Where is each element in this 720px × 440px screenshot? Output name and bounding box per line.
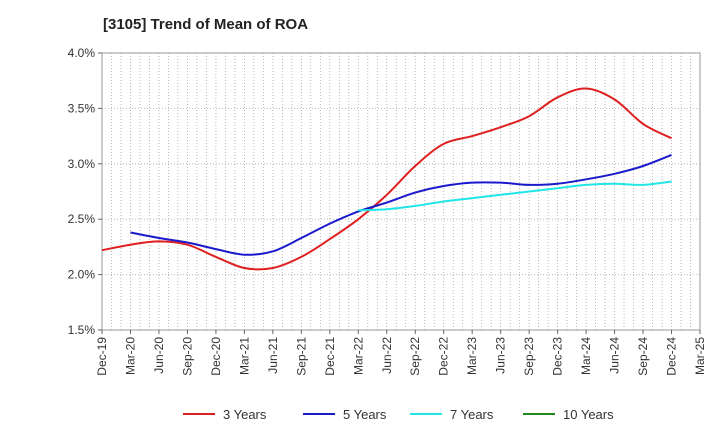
x-tick-label: Sep-20 [180,337,194,376]
legend-label-7-years: 7 Years [450,407,494,422]
x-tick-label: Jun-20 [152,337,166,374]
x-tick-label: Mar-20 [123,337,137,375]
x-tick-label: Dec-22 [437,337,451,376]
series-line-7-years [358,180,672,212]
x-tick-label: Jun-21 [266,337,280,374]
x-tick-label: Mar-24 [579,337,593,375]
series-layer [101,87,672,271]
legend-label-5-years: 5 Years [343,407,387,422]
x-tick-label: Jun-22 [380,337,394,374]
chart-title: [3105] Trend of Mean of ROA [103,16,309,33]
x-tick-label: Jun-23 [494,337,508,374]
y-tick-label: 3.5% [68,101,96,115]
y-tick-label: 3.0% [68,157,96,171]
x-tick-label: Dec-23 [551,337,565,376]
legend: 3 Years 5 Years 7 Years 10 Years [183,407,614,422]
x-tick-label: Sep-23 [522,337,536,376]
series-line-5-years [130,153,672,256]
y-axis: 1.5% 2.0% 2.5% 3.0% 3.5% 4.0% [68,46,102,337]
x-tick-label: Sep-24 [636,337,650,376]
x-tick-label: Mar-25 [693,337,707,375]
legend-label-10-years: 10 Years [563,407,614,422]
x-tick-label: Mar-22 [351,337,365,375]
x-tick-label: Sep-21 [294,337,308,376]
x-tick-label: Mar-23 [465,337,479,375]
x-tick-label: Dec-19 [95,337,109,376]
x-tick-label: Sep-22 [408,337,422,376]
y-tick-label: 2.0% [68,268,96,282]
legend-label-3-years: 3 Years [223,407,267,422]
grid-layer [102,53,700,330]
x-tick-label: Dec-24 [665,337,679,376]
series-line-3-years [101,87,672,271]
y-tick-label: 2.5% [68,212,96,226]
x-tick-label: Jun-24 [608,337,622,374]
y-tick-label: 4.0% [68,46,96,60]
x-tick-label: Dec-21 [323,337,337,376]
x-axis: Dec-19 Mar-20 Jun-20 Sep-20 Dec-20 Mar-21 Jun-… [95,330,707,376]
x-tick-label: Dec-20 [209,337,223,376]
x-tick-label: Mar-21 [237,337,251,375]
plot-frame [101,52,701,331]
y-tick-label: 1.5% [68,323,96,337]
